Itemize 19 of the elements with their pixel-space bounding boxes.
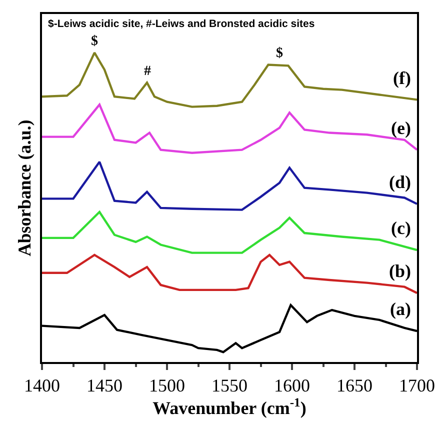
x-tick-label: 1550 (212, 376, 248, 396)
text: $-Leiws acidic site, #-Leiws and Bronsted acidic sites (48, 18, 315, 30)
x-tick-label: 1400 (24, 376, 60, 396)
series-label: (c) (391, 218, 411, 238)
x-tick-label: 1600 (274, 376, 310, 396)
x-tick-label: 1500 (149, 376, 185, 396)
x-tick-label: 1700 (399, 376, 435, 396)
series-label: (a) (390, 299, 411, 319)
series-label: (f) (393, 68, 411, 88)
y-axis-title: Absorbance (a.u.) (14, 120, 35, 256)
x-tick-label: 1450 (86, 376, 122, 396)
x-tick-label: 1650 (336, 376, 372, 396)
series-label: (e) (391, 118, 411, 138)
series-label: (d) (389, 172, 412, 192)
annotation: # (144, 64, 151, 79)
annotation: $ (91, 34, 98, 49)
x-axis-title: Wavenumber (cm$^{-1}$) (152, 396, 306, 418)
series-label: (b) (389, 261, 412, 281)
annotation: $ (276, 46, 283, 61)
